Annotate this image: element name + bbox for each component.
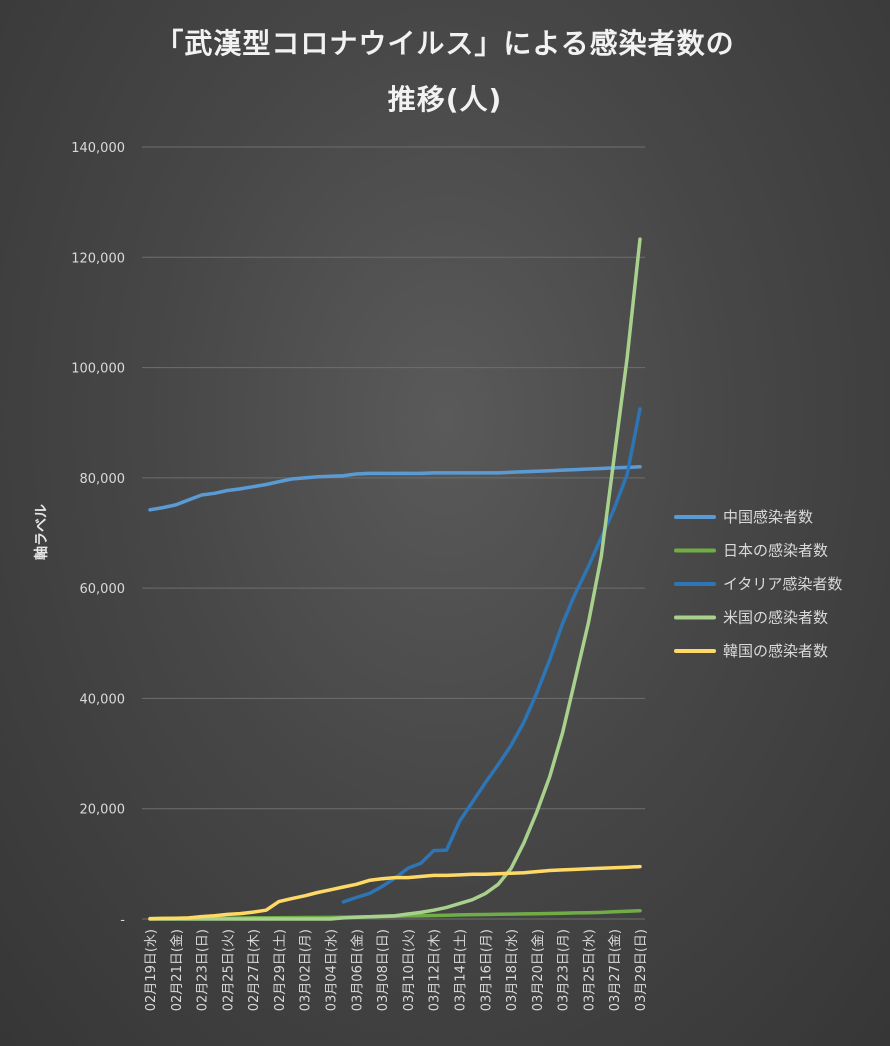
x-tick-label: 03月27日(金) bbox=[607, 929, 623, 1011]
x-tick-label: 03月29日(日) bbox=[634, 929, 649, 1011]
x-tick-label: 03月04日(水) bbox=[325, 929, 340, 1011]
chart-title-line1: 「武漢型コロナウイルス」による感染者数の bbox=[155, 27, 735, 60]
legend-label: イタリア感染者数 bbox=[723, 575, 842, 593]
y-tick-label: 80,000 bbox=[80, 472, 126, 487]
y-axis-label: 軸ラベル bbox=[33, 504, 50, 560]
y-tick-label: 40,000 bbox=[80, 692, 126, 707]
x-tick-label: 02月27日(木) bbox=[247, 929, 262, 1011]
legend-label: 日本の感染者数 bbox=[723, 542, 828, 560]
series-line-3 bbox=[341, 407, 642, 904]
legend-label: 米国の感染者数 bbox=[723, 609, 828, 627]
x-tick-label: 03月16日(月) bbox=[479, 929, 494, 1011]
y-tick-label: - bbox=[120, 913, 125, 928]
y-tick-label: 60,000 bbox=[80, 582, 126, 597]
x-tick-label: 02月21日(金) bbox=[169, 929, 185, 1011]
y-tick-label: 140,000 bbox=[71, 141, 125, 156]
x-tick-label: 02月29日(土) bbox=[273, 929, 288, 1011]
x-tick-label: 03月18日(水) bbox=[505, 929, 520, 1011]
chart-title-line2: 推移(人) bbox=[387, 83, 503, 116]
x-tick-label: 02月19日(水) bbox=[144, 929, 159, 1011]
x-tick-label: 03月14日(土) bbox=[453, 929, 468, 1011]
legend-label: 韓国の感染者数 bbox=[723, 642, 828, 660]
x-axis-ticks: 02月19日(水) 02月21日(金) 02月23日(日) 02月25日(火) 02月2… bbox=[144, 929, 649, 1011]
series-line-4 bbox=[148, 237, 642, 921]
legend-label: 中国感染者数 bbox=[723, 508, 813, 526]
series-lines bbox=[148, 237, 642, 921]
y-tick-label: 20,000 bbox=[80, 803, 126, 818]
x-tick-label: 03月08日(日) bbox=[376, 929, 391, 1011]
x-tick-label: 02月25日(火) bbox=[221, 929, 236, 1011]
x-tick-label: 03月02日(月) bbox=[299, 929, 314, 1011]
x-tick-label: 03月23日(月) bbox=[557, 929, 572, 1011]
x-tick-label: 03月12日(木) bbox=[428, 929, 443, 1011]
y-tick-label: 100,000 bbox=[71, 362, 125, 377]
y-axis-ticks: - 20,000 40,000 60,000 80,000 100,000 120,000 1… bbox=[71, 141, 125, 928]
y-tick-label: 120,000 bbox=[71, 251, 125, 266]
x-tick-label: 02月23日(日) bbox=[196, 929, 211, 1011]
x-tick-label: 03月20日(金) bbox=[530, 929, 546, 1011]
x-tick-label: 03月25日(水) bbox=[582, 929, 597, 1011]
series-line-5 bbox=[148, 864, 642, 921]
x-tick-label: 03月10日(火) bbox=[402, 929, 417, 1011]
series-line-1 bbox=[148, 465, 642, 512]
x-tick-label: 03月06日(金) bbox=[349, 929, 365, 1011]
gridlines bbox=[142, 146, 645, 920]
